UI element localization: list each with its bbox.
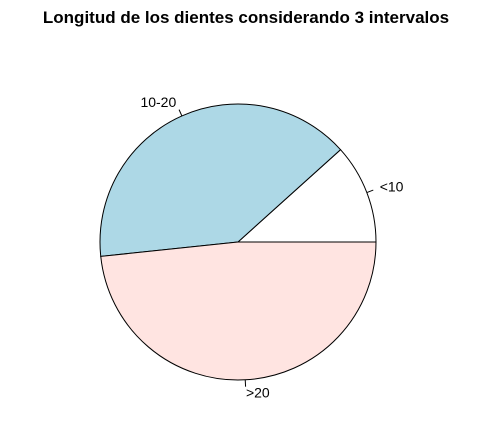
pie-labels: <10 10-20 >20 (140, 94, 403, 400)
pie-slice-label: 10-20 (140, 94, 176, 110)
chart-title: Longitud de los dientes considerando 3 i… (42, 8, 450, 27)
pie-slice (99, 103, 342, 257)
pie-slice (236, 148, 377, 243)
pie-slices (99, 103, 377, 381)
pie-slice-label: >20 (246, 384, 270, 400)
pie-slice-tick (178, 109, 183, 117)
pie-slice-label: <10 (380, 178, 404, 194)
pie-slice-tick (366, 189, 374, 194)
pie-slice (100, 241, 377, 381)
